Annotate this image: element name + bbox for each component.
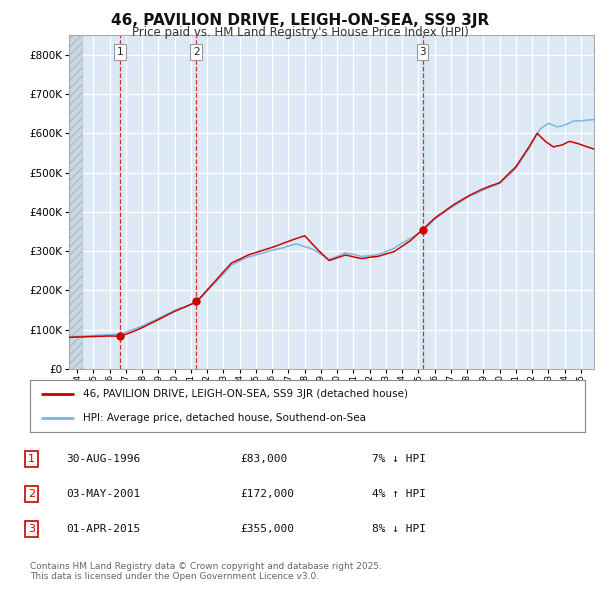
Text: 1: 1	[117, 47, 124, 57]
Text: 46, PAVILION DRIVE, LEIGH-ON-SEA, SS9 3JR (detached house): 46, PAVILION DRIVE, LEIGH-ON-SEA, SS9 3J…	[83, 389, 408, 399]
Text: Price paid vs. HM Land Registry's House Price Index (HPI): Price paid vs. HM Land Registry's House …	[131, 26, 469, 39]
Bar	[69, 35, 82, 369]
Text: 46, PAVILION DRIVE, LEIGH-ON-SEA, SS9 3JR: 46, PAVILION DRIVE, LEIGH-ON-SEA, SS9 3J…	[111, 13, 489, 28]
Text: HPI: Average price, detached house, Southend-on-Sea: HPI: Average price, detached house, Sout…	[83, 413, 366, 423]
Text: 3: 3	[28, 524, 35, 533]
Text: 01-APR-2015: 01-APR-2015	[66, 524, 140, 533]
Text: Contains HM Land Registry data © Crown copyright and database right 2025.
This d: Contains HM Land Registry data © Crown c…	[30, 562, 382, 581]
Text: £172,000: £172,000	[240, 489, 294, 499]
Text: 1: 1	[28, 454, 35, 464]
Text: £355,000: £355,000	[240, 524, 294, 533]
Text: 30-AUG-1996: 30-AUG-1996	[66, 454, 140, 464]
Text: 2: 2	[28, 489, 35, 499]
Text: 8% ↓ HPI: 8% ↓ HPI	[372, 524, 426, 533]
Text: 3: 3	[419, 47, 426, 57]
Text: £83,000: £83,000	[240, 454, 287, 464]
Text: 4% ↑ HPI: 4% ↑ HPI	[372, 489, 426, 499]
Text: 7% ↓ HPI: 7% ↓ HPI	[372, 454, 426, 464]
Text: 2: 2	[193, 47, 200, 57]
Text: 03-MAY-2001: 03-MAY-2001	[66, 489, 140, 499]
